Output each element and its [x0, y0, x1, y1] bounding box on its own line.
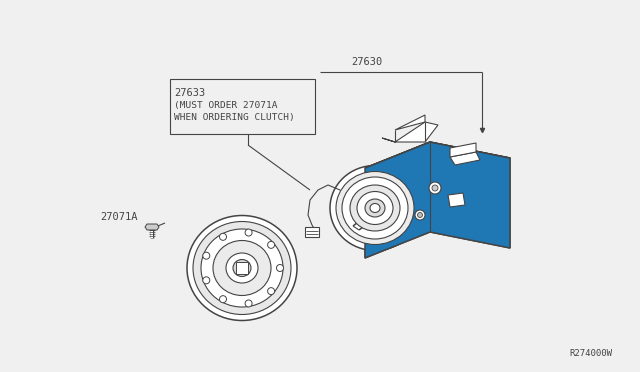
- Ellipse shape: [365, 199, 385, 217]
- Polygon shape: [365, 142, 430, 258]
- Circle shape: [415, 210, 425, 220]
- Polygon shape: [450, 143, 476, 157]
- Ellipse shape: [350, 185, 400, 231]
- Polygon shape: [145, 224, 159, 230]
- Ellipse shape: [201, 229, 283, 307]
- Circle shape: [245, 229, 252, 236]
- Circle shape: [220, 296, 227, 303]
- Circle shape: [203, 277, 210, 284]
- Circle shape: [276, 264, 284, 272]
- Ellipse shape: [336, 171, 414, 244]
- Circle shape: [432, 185, 438, 191]
- Ellipse shape: [330, 166, 420, 250]
- Circle shape: [220, 233, 227, 240]
- Polygon shape: [450, 152, 480, 165]
- Polygon shape: [430, 142, 510, 248]
- Circle shape: [417, 212, 422, 218]
- FancyBboxPatch shape: [170, 79, 315, 134]
- Ellipse shape: [213, 241, 271, 295]
- FancyBboxPatch shape: [305, 227, 319, 237]
- Ellipse shape: [193, 221, 291, 314]
- Ellipse shape: [237, 264, 246, 272]
- Text: WHEN ORDERING CLUTCH): WHEN ORDERING CLUTCH): [174, 113, 295, 122]
- Text: R274000W: R274000W: [569, 349, 612, 358]
- Ellipse shape: [226, 253, 258, 283]
- Text: 27633: 27633: [174, 88, 205, 98]
- Polygon shape: [448, 193, 465, 207]
- Ellipse shape: [357, 192, 393, 224]
- Text: 27630: 27630: [351, 57, 383, 67]
- Circle shape: [203, 252, 210, 259]
- Ellipse shape: [187, 215, 297, 321]
- Ellipse shape: [342, 177, 408, 239]
- Circle shape: [429, 182, 441, 194]
- Text: (MUST ORDER 27071A: (MUST ORDER 27071A: [174, 101, 278, 110]
- Text: 27071A: 27071A: [100, 212, 138, 222]
- Circle shape: [245, 300, 252, 307]
- Ellipse shape: [233, 260, 251, 276]
- Polygon shape: [382, 122, 438, 142]
- Circle shape: [268, 241, 275, 248]
- Circle shape: [268, 288, 275, 295]
- Polygon shape: [395, 115, 425, 130]
- FancyBboxPatch shape: [236, 262, 248, 274]
- Ellipse shape: [370, 203, 380, 212]
- Polygon shape: [365, 142, 510, 258]
- Polygon shape: [365, 142, 510, 184]
